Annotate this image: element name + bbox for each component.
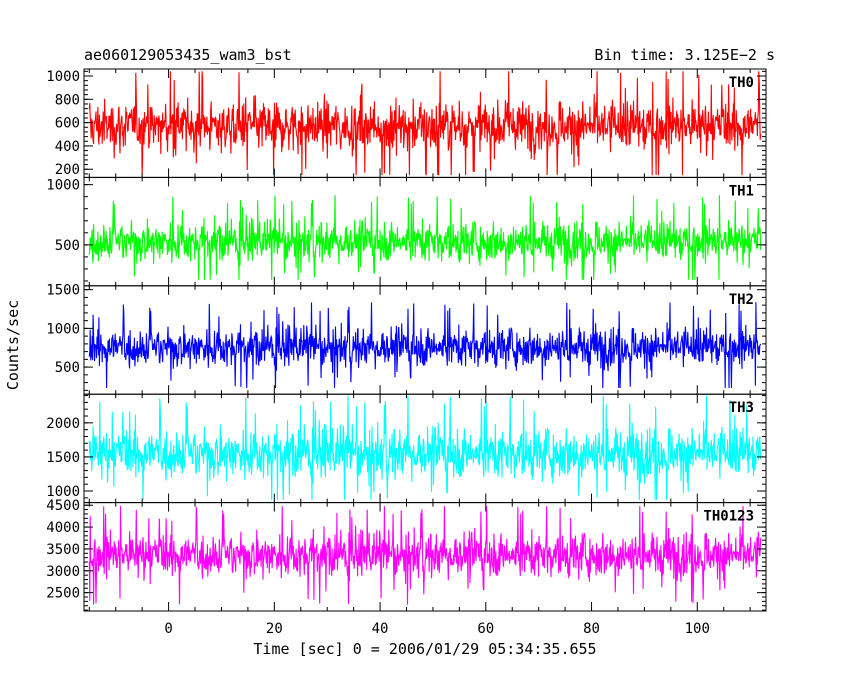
y-tick-label: 1500 [46,283,80,299]
panel-frame [83,285,767,395]
panel-label-th2: TH2 [729,292,754,308]
x-tick-label: 60 [477,621,494,637]
panel-label-th0: TH0 [729,75,754,91]
y-tick-label: 3000 [46,564,80,580]
x-tick-label: 40 [372,621,389,637]
panel-th2: 500 1000 1500 TH2 [46,283,767,395]
x-tick-label: 80 [583,621,600,637]
chart-title: ae060129053435_wam3_bst [84,46,292,64]
y-tick-label: 500 [55,360,80,376]
y-tick-label: 800 [55,92,80,108]
y-tick-label: 400 [55,139,80,155]
panel-th3: 1000 1500 2000 TH3 [46,393,767,504]
y-tick-label: 2500 [46,586,80,602]
y-tick-label: 1500 [46,450,80,466]
y-tick-label: 600 [55,116,80,132]
bin-time-label: Bin time: 3.125E−2 s [594,46,775,64]
y-tick-label: 3500 [46,542,80,558]
panel-th0: 200 400 600 800 1000 TH0 [46,68,767,178]
x-tick-label: 100 [685,621,710,637]
y-tick-label: 4500 [46,498,80,514]
y-tick-label: 1000 [46,484,80,500]
panel-th1: 500 1000 TH1 [46,176,767,287]
y-tick-label: 2000 [46,416,80,432]
x-tick-label: 0 [164,621,172,637]
panel-label-th0123: TH0123 [703,509,754,525]
panel-frame [83,502,767,612]
panel-th0123: 2500 3000 3500 4000 4500 TH0123 [46,498,767,612]
y-tick-label: 1000 [46,178,80,194]
y-tick-label: 500 [55,238,80,254]
y-tick-label: 1000 [46,69,80,85]
series-line-th3 [88,395,762,500]
y-axis-title: Counts/sec [4,300,22,390]
series-line-th1 [88,195,762,280]
y-tick-label: 4000 [46,520,80,536]
panel-label-th1: TH1 [729,183,754,199]
series-line-th0123 [88,506,762,605]
y-tick-label: 1000 [46,321,80,337]
series-line-th0 [88,71,762,176]
series-line-th2 [88,302,762,389]
x-axis-title: Time [sec] 0 = 2006/01/29 05:34:35.655 [253,640,596,658]
panel-label-th3: TH3 [729,400,754,416]
x-tick-label: 20 [266,621,283,637]
y-tick-label: 200 [55,162,80,178]
